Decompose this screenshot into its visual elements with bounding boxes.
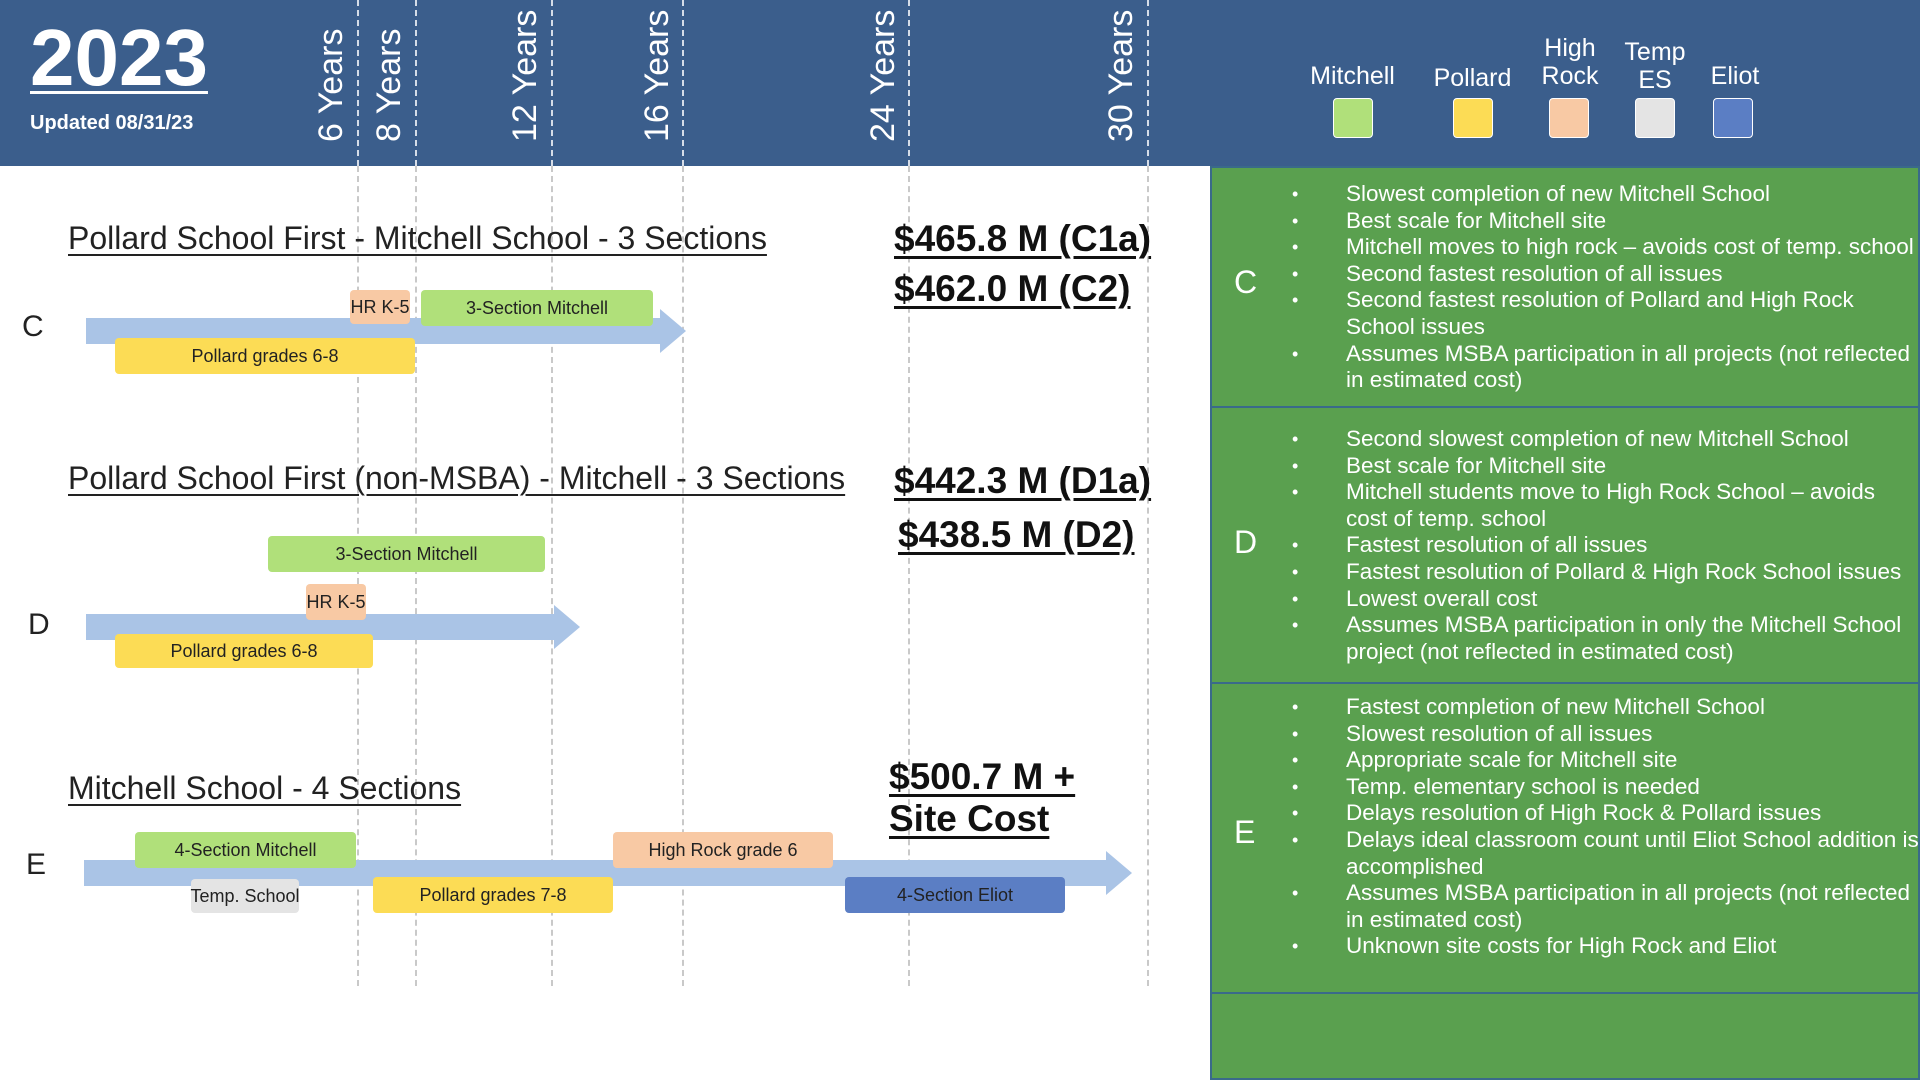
legend-label-eliot: Eliot <box>1710 62 1760 90</box>
legend-label-pollard: Pollard <box>1433 64 1512 92</box>
legend-label-mitchell: Mitchell <box>1310 62 1395 90</box>
panel-e-bullets: Fastest completion of new Mitchell Schoo… <box>1292 694 1920 960</box>
bullet: Lowest overall cost <box>1292 586 1920 613</box>
bullet: Unknown site costs for High Rock and Eli… <box>1292 933 1920 960</box>
bullet: Assumes MSBA participation in all projec… <box>1292 341 1920 394</box>
arrow-head <box>554 605 580 649</box>
year-title: 2023 <box>30 13 208 102</box>
arrow-head <box>660 309 686 353</box>
panel-e: E Fastest completion of new Mitchell Sch… <box>1210 682 1920 994</box>
gridline-24 <box>908 166 910 986</box>
bullet: Fastest completion of new Mitchell Schoo… <box>1292 694 1920 721</box>
header-band: 2023 Updated 08/31/23 6 Years 8 Years 12… <box>0 0 1920 166</box>
panel-c: C Slowest completion of new Mitchell Sch… <box>1210 166 1920 408</box>
year-label-6: 6 Years <box>312 28 350 142</box>
panel-c-letter: C <box>1234 264 1258 300</box>
option-c-bar-mitchell: 3-Section Mitchell <box>421 290 653 326</box>
legend-swatch-pollard <box>1453 98 1493 138</box>
bullet: Delays resolution of High Rock & Pollard… <box>1292 800 1920 827</box>
bullet: Assumes MSBA participation in all projec… <box>1292 880 1920 933</box>
option-e-bar-high-rock: High Rock grade 6 <box>613 832 833 868</box>
bullet: Delays ideal classroom count until Eliot… <box>1292 827 1920 880</box>
panel-d-letter: D <box>1234 524 1258 560</box>
year-label-24: 24 Years <box>864 9 902 142</box>
option-d-bar-mitchell: 3-Section Mitchell <box>268 536 545 572</box>
option-d-bar-hr-k5: HR K-5 <box>306 584 366 620</box>
bullet: Temp. elementary school is needed <box>1292 774 1920 801</box>
bullet: Fastest resolution of Pollard & High Roc… <box>1292 559 1920 586</box>
gridline-12 <box>551 166 553 986</box>
option-c-letter: C <box>22 310 44 343</box>
gridline-30 <box>1147 166 1149 986</box>
panel-empty <box>1210 992 1920 1080</box>
arrow-head <box>1106 851 1132 895</box>
gridline-8 <box>415 166 417 986</box>
bullet: Second fastest resolution of Pollard and… <box>1292 287 1920 340</box>
panel-c-bullets: Slowest completion of new Mitchell Schoo… <box>1292 181 1920 394</box>
bullet: Second fastest resolution of all issues <box>1292 261 1920 288</box>
gridline-30-header <box>1147 0 1149 166</box>
legend-swatch-eliot <box>1713 98 1753 138</box>
bullet: Slowest completion of new Mitchell Schoo… <box>1292 181 1920 208</box>
option-c-bar-hr-k5: HR K-5 <box>350 290 410 324</box>
bullet: Best scale for Mitchell site <box>1292 208 1920 235</box>
option-c-cost-1: $465.8 M (C1a) <box>894 218 1152 259</box>
option-e-cost-2: Site Cost <box>889 798 1050 839</box>
bullet: Appropriate scale for Mitchell site <box>1292 747 1920 774</box>
option-d-bar-pollard: Pollard grades 6-8 <box>115 634 373 668</box>
gridline-6 <box>357 166 359 986</box>
gridline-16 <box>682 166 684 986</box>
legend-label-high-rock: High Rock <box>1541 34 1599 90</box>
gridline-12-header <box>551 0 553 166</box>
option-c-cost-2: $462.0 M (C2) <box>894 268 1131 309</box>
bullet: Best scale for Mitchell site <box>1292 453 1920 480</box>
option-e-letter: E <box>26 848 47 881</box>
bullet: Mitchell students move to High Rock Scho… <box>1292 479 1920 532</box>
gridline-16-header <box>682 0 684 166</box>
option-e-bar-eliot: 4-Section Eliot <box>845 877 1065 913</box>
bullet: Slowest resolution of all issues <box>1292 721 1920 748</box>
legend-label-temp-es: Temp ES <box>1624 38 1686 94</box>
bullet: Mitchell moves to high rock – avoids cos… <box>1292 234 1920 261</box>
option-e-bar-pollard: Pollard grades 7-8 <box>373 877 613 913</box>
bullet: Second slowest completion of new Mitchel… <box>1292 426 1920 453</box>
year-label-12: 12 Years <box>506 9 544 142</box>
option-e-bar-temp-school: Temp. School <box>190 879 300 913</box>
option-c-bar-pollard: Pollard grades 6-8 <box>115 338 415 374</box>
gridline-24-header <box>908 0 910 166</box>
option-e-bar-mitchell: 4-Section Mitchell <box>135 832 356 868</box>
option-d-letter: D <box>28 608 50 641</box>
option-c-title: Pollard School First - Mitchell School -… <box>68 220 767 256</box>
bullet: Fastest resolution of all issues <box>1292 532 1920 559</box>
legend-swatch-high-rock <box>1549 98 1589 138</box>
gridline-8-header <box>415 0 417 166</box>
updated-date: Updated 08/31/23 <box>30 112 194 134</box>
option-d-title: Pollard School First (non-MSBA) - Mitche… <box>68 460 846 496</box>
legend-swatch-temp-es <box>1635 98 1675 138</box>
year-label-8: 8 Years <box>370 28 408 142</box>
gridline-6-header <box>357 0 359 166</box>
bullet: Assumes MSBA participation in only the M… <box>1292 612 1920 665</box>
year-label-16: 16 Years <box>638 9 676 142</box>
option-d-cost-1: $442.3 M (D1a) <box>894 460 1152 501</box>
option-d-cost-2: $438.5 M (D2) <box>898 514 1135 555</box>
legend-swatch-mitchell <box>1333 98 1373 138</box>
panel-e-letter: E <box>1234 814 1256 850</box>
year-label-30: 30 Years <box>1102 9 1140 142</box>
panel-d-bullets: Second slowest completion of new Mitchel… <box>1292 426 1920 665</box>
panel-d: D Second slowest completion of new Mitch… <box>1210 406 1920 684</box>
option-e-title: Mitchell School - 4 Sections <box>68 770 462 806</box>
option-e-cost-1: $500.7 M + <box>889 756 1076 797</box>
